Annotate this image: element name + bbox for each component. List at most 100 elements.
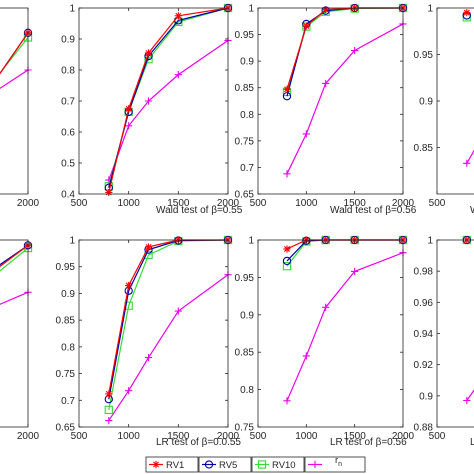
x-tick-label: 2000: [17, 198, 40, 209]
data-point: [302, 130, 310, 138]
x-tick-label: 500: [71, 431, 88, 442]
y-tick-label: 0.95: [414, 50, 434, 61]
plot-area: [282, 235, 408, 405]
data-point: [351, 46, 359, 55]
chart-panel-7: 500 1000 1500 2000 0.75 0.8 0.85 0.9 0.95 1 LR tes…: [235, 236, 415, 449]
data-point: [311, 460, 319, 469]
chart-panel-4: 500 0.85 0.9 0.95 1 W...: [414, 4, 474, 216]
x-tick-label: 1500: [344, 198, 367, 209]
y-tick-label: 0.9: [240, 57, 254, 68]
x-tick-label: 500: [71, 198, 88, 209]
x-axis-label: Wald test of β=0.56: [330, 205, 417, 216]
data-point: [283, 245, 291, 253]
data-point: [463, 159, 471, 167]
axes-box: [78, 7, 229, 195]
y-tick-label: 0.8: [61, 342, 75, 353]
y-tick-label: 0.98: [414, 267, 434, 278]
axes-box: [0, 239, 29, 428]
data-point: [174, 307, 182, 315]
x-tick-label: 500: [250, 198, 267, 209]
y-tick-label: 0.94: [414, 329, 434, 340]
series-line-r_n: [0, 69, 29, 90]
series-line-RV1: [0, 244, 29, 268]
data-point: [152, 460, 160, 469]
axes-box: [78, 239, 229, 428]
axes-box: [257, 239, 404, 428]
x-axis-label: Wald test of β=0.55: [156, 205, 243, 216]
legend-label: RV5: [219, 460, 237, 471]
y-tick-label: 0.5: [61, 159, 75, 170]
data-point: [144, 49, 153, 57]
y-tick-label: 0.9: [61, 35, 75, 46]
plot-area: [104, 235, 233, 425]
panels: 002000...545001000150020000.40.50.60.70.…: [0, 4, 474, 473]
data-point: [257, 460, 267, 469]
legend-item-RV1: RV1: [145, 456, 199, 473]
y-tick-label: 1: [69, 236, 75, 247]
data-point: [125, 387, 133, 395]
data-point: [174, 71, 182, 79]
data-point: [282, 256, 292, 266]
y-tick-label: 0.7: [61, 396, 75, 407]
data-point: [302, 352, 310, 360]
x-tick-label: 1500: [344, 431, 367, 442]
data-point: [144, 243, 153, 251]
y-tick-label: 0.95: [235, 30, 255, 41]
axes-box: [257, 7, 404, 195]
x-axis-label: LR test of β=0.56: [330, 437, 407, 448]
legend-label: RV10: [272, 460, 296, 471]
x-axis-label: W...: [470, 205, 474, 216]
x-tick-label: 2000: [217, 431, 240, 442]
x-tick-label: 2000: [17, 431, 40, 442]
y-tick-label: 0.75: [235, 136, 255, 147]
y-tick-label: 0.65: [56, 423, 76, 434]
data-point: [283, 397, 291, 405]
plot-area: [0, 241, 33, 305]
x-tick-label: 500: [429, 198, 446, 209]
chart-panel-2: 500 1000 1500 2000 0.4 0.5 0.6 0.7 0.8 0.9 1 Wald t…: [61, 4, 243, 217]
x-axis-label: L...: [470, 437, 474, 448]
data-point: [351, 267, 359, 276]
x-tick-label: 1500: [167, 431, 190, 442]
y-tick-label: 0.92: [414, 360, 434, 371]
chart-panel-6: 500 1000 1500 2000 0.65 0.7 0.75 0.8 0.85 0.9 0.95…: [56, 236, 242, 449]
plot-area: [0, 28, 33, 90]
x-tick-label: 1000: [295, 431, 318, 442]
data-point: [463, 9, 471, 17]
series-line-RV10: [0, 247, 29, 272]
y-tick-label: 0.85: [235, 83, 255, 94]
x-tick-label: 2000: [392, 431, 415, 442]
y-tick-label: 0.9: [240, 310, 254, 321]
data-point: [104, 405, 113, 415]
data-point: [282, 262, 292, 271]
series-line-r_n: [286, 252, 404, 402]
x-tick-label: 1000: [118, 431, 141, 442]
legend-item-RV10: RV10: [251, 456, 305, 473]
x-tick-label: 1000: [118, 198, 141, 209]
legend-box: [145, 456, 199, 473]
y-tick-label: 0.95: [56, 262, 76, 273]
axes-box: [0, 7, 29, 195]
legend-label: RV1: [166, 460, 184, 471]
series-line-RV10: [108, 7, 229, 187]
series-line-RV10: [0, 37, 29, 75]
y-tick-label: 0.8: [240, 385, 254, 396]
x-tick-label: 1500: [167, 198, 190, 209]
data-point: [322, 79, 330, 88]
x-axis-label: LR test of β=0.0.55: [156, 437, 241, 448]
series-line-r_n: [466, 149, 474, 164]
y-tick-label: 1: [248, 236, 254, 247]
series-line-RV5: [108, 239, 229, 400]
series-line-RV10: [108, 239, 229, 411]
data-point: [204, 460, 214, 469]
data-point: [463, 396, 471, 405]
data-point: [144, 353, 153, 362]
y-tick-label: 0.4: [61, 190, 75, 201]
legend: RV1 RV5 RV10 rn: [145, 455, 366, 473]
series-line-RV1: [286, 7, 403, 90]
y-tick-label: 1: [248, 4, 254, 15]
x-tick-label: 1000: [295, 198, 318, 209]
